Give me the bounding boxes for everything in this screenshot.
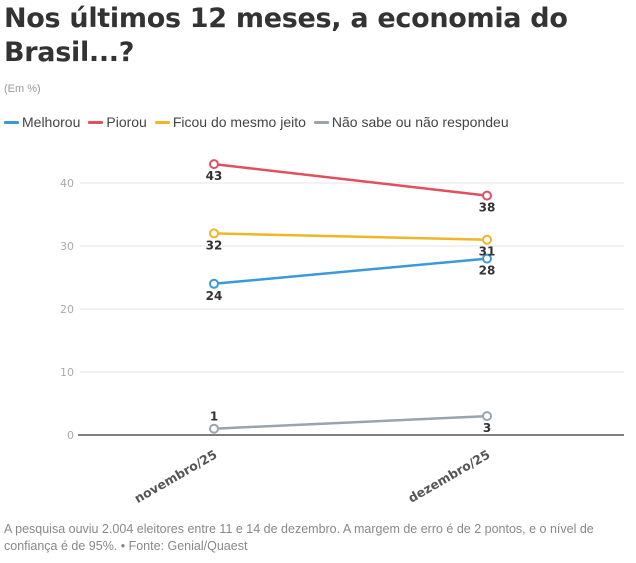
- legend-label: Melhorou: [22, 114, 81, 130]
- data-label: 24: [206, 289, 223, 303]
- y-tick-label: 10: [60, 366, 74, 379]
- y-tick-label: 40: [60, 177, 74, 190]
- data-label: 1: [210, 410, 218, 424]
- chart-subtitle: (Em %): [4, 83, 41, 95]
- y-axis-ticks: 0 10 20 30 40: [60, 177, 74, 442]
- x-axis-ticks: novembro/25 dezembro/25: [132, 447, 493, 506]
- data-point[interactable]: [482, 411, 492, 422]
- grid-lines: [80, 182, 624, 373]
- series-piorou: 43 38: [206, 159, 496, 215]
- series-n-o-sabe-ou-n-o-respondeu: 13: [209, 410, 492, 435]
- data-point[interactable]: [209, 278, 219, 289]
- legend: Melhorou Piorou Ficou do mesmo jeito Não…: [4, 114, 517, 130]
- x-tick-label: novembro/25: [132, 447, 220, 506]
- data-label: 38: [479, 201, 496, 215]
- series-melhorou: 24 28: [206, 253, 496, 303]
- data-point[interactable]: [209, 159, 219, 170]
- series-ficou-do-mesmo-jeito: 32 31: [206, 228, 496, 259]
- data-point[interactable]: [209, 423, 219, 434]
- data-label: 28: [479, 264, 496, 278]
- legend-label: Não sabe ou não respondeu: [331, 114, 509, 130]
- data-label: 3: [483, 421, 491, 435]
- data-point[interactable]: [482, 190, 492, 201]
- data-label: 32: [206, 238, 223, 252]
- data-point[interactable]: [482, 234, 492, 245]
- x-tick-label: dezembro/25: [405, 447, 492, 506]
- series-line: [213, 162, 488, 197]
- data-point[interactable]: [482, 253, 492, 264]
- legend-item-melhorou[interactable]: Melhorou: [4, 114, 80, 130]
- legend-label: Piorou: [106, 114, 147, 130]
- legend-item-piorou[interactable]: Piorou: [88, 114, 147, 130]
- series-line: [213, 232, 488, 241]
- legend-swatch: [4, 120, 19, 124]
- legend-item-nao-sabe[interactable]: Não sabe ou não respondeu: [313, 114, 509, 130]
- legend-swatch: [154, 120, 170, 124]
- legend-label: Ficou do mesmo jeito: [172, 114, 306, 130]
- chart-title: Nos últimos 12 meses, a economia do Bras…: [4, 3, 568, 68]
- y-tick-label: 30: [60, 240, 74, 253]
- footnote: A pesquisa ouviu 2.004 eleitores entre 1…: [4, 522, 594, 553]
- y-tick-label: 0: [67, 429, 74, 442]
- data-label: 31: [479, 245, 496, 259]
- legend-item-ficou[interactable]: Ficou do mesmo jeito: [154, 114, 306, 130]
- legend-swatch: [313, 120, 329, 124]
- legend-swatch: [88, 120, 104, 124]
- data-label: 43: [206, 169, 223, 183]
- series-line: [213, 257, 488, 286]
- series-line: [213, 414, 488, 430]
- y-tick-label: 20: [60, 303, 74, 316]
- line-chart: 0 10 20 30 40 novembro/25 dezembro/25 24 28 43 3…: [60, 159, 624, 506]
- data-point[interactable]: [209, 228, 219, 239]
